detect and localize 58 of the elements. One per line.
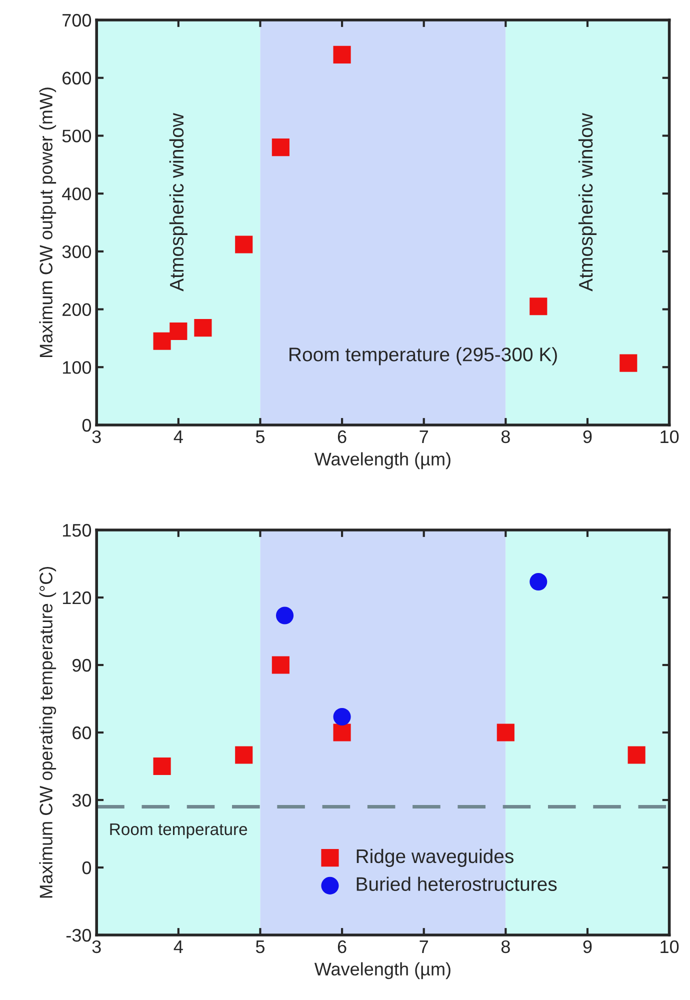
x-axis-title: Wavelength (µm) <box>314 452 450 470</box>
point <box>276 606 294 624</box>
x-tick-label: 3 <box>92 940 101 954</box>
y-tick-label: 150 <box>62 524 92 537</box>
y-tick-label: 30 <box>72 794 92 807</box>
y-tick-label: 400 <box>62 188 92 200</box>
y-tick-label: 200 <box>62 303 92 316</box>
point <box>235 236 253 254</box>
point <box>530 572 548 591</box>
x-tick-label: 8 <box>501 940 510 954</box>
point <box>194 319 212 337</box>
x-tick-label: 6 <box>338 430 346 444</box>
legend-label: Buried heterostructures <box>356 876 557 891</box>
point <box>496 724 514 742</box>
point <box>620 354 638 372</box>
x-axis-title: Wavelength (µm) <box>314 962 450 980</box>
point <box>153 332 171 350</box>
point <box>333 46 351 64</box>
y-tick-label: 100 <box>62 361 92 374</box>
x-tick-label: 5 <box>256 430 264 444</box>
y-axis-title: Maximum CW output power (mW) <box>39 88 56 357</box>
x-tick-label: 10 <box>660 940 679 954</box>
x-tick-label: 4 <box>174 430 183 443</box>
legend-label: Ridge waveguides <box>356 848 514 867</box>
x-tick-label: 10 <box>660 430 679 444</box>
x-tick-label: 8 <box>501 430 510 444</box>
band-label: Atmospheric window <box>169 113 188 292</box>
y-tick-label: 300 <box>62 245 92 258</box>
point <box>153 757 171 776</box>
x-tick-label: 3 <box>92 430 101 444</box>
point <box>333 708 351 726</box>
y-tick-label: 700 <box>62 14 92 27</box>
point <box>272 138 290 156</box>
y-tick-label: 600 <box>62 72 92 85</box>
x-tick-label: 7 <box>420 940 428 953</box>
point <box>170 322 188 340</box>
ref-line-label: Room temperature <box>110 824 248 838</box>
x-tick-label: 4 <box>174 940 183 953</box>
y-tick-label: 0 <box>82 861 92 874</box>
x-tick-label: 9 <box>583 430 592 444</box>
x-tick-label: 5 <box>256 940 264 954</box>
y-axis-title: Maximum CW operating temperature (°C) <box>39 566 56 898</box>
point <box>235 746 253 764</box>
y-tick-label: 60 <box>72 726 92 740</box>
point <box>272 656 290 674</box>
point <box>628 746 646 764</box>
y-tick-label: 500 <box>62 130 92 142</box>
y-tick-label: 90 <box>72 658 92 672</box>
annotation: Room temperature (295-300 K) <box>290 347 557 366</box>
x-tick-label: 6 <box>338 940 346 954</box>
y-tick-label: 120 <box>62 591 92 604</box>
point <box>530 298 548 316</box>
y-tick-label: -30 <box>66 928 92 942</box>
point <box>333 724 351 742</box>
x-tick-label: 7 <box>420 430 428 443</box>
x-tick-label: 9 <box>583 940 592 954</box>
band-label: Atmospheric window <box>578 113 597 292</box>
y-tick-label: 0 <box>82 418 92 432</box>
